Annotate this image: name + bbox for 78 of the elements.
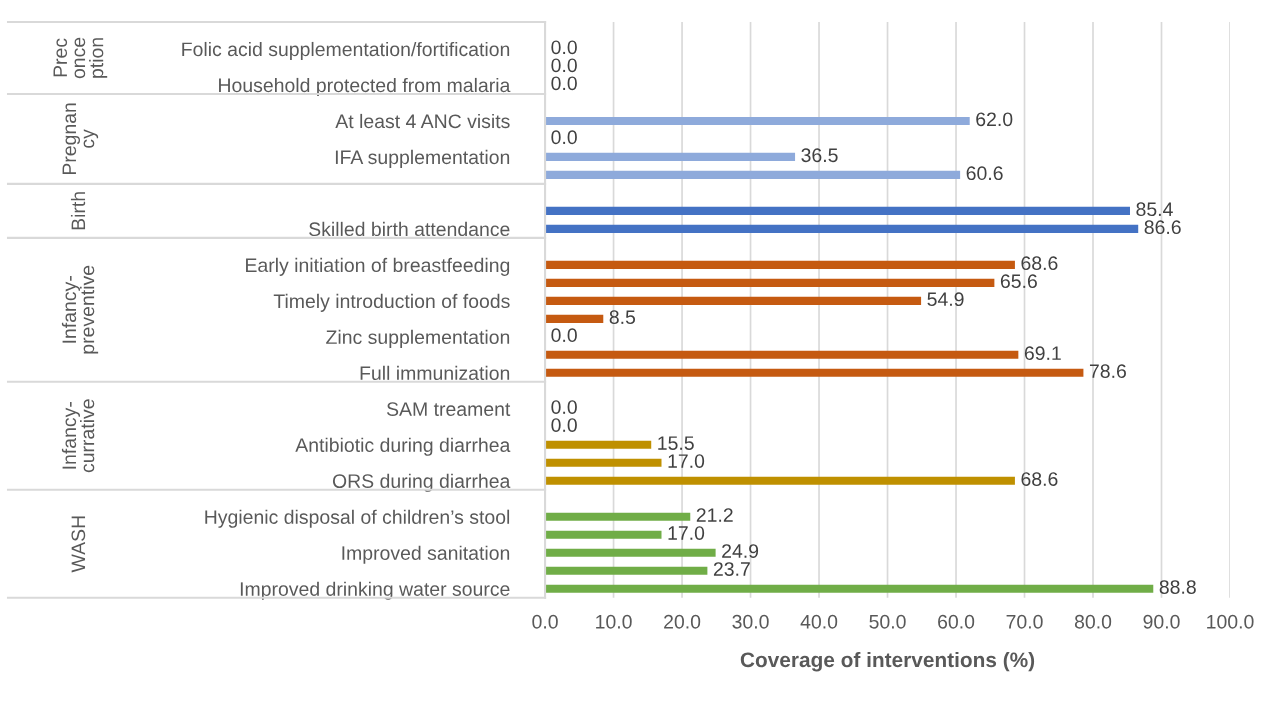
data-label: 0.0 (551, 40, 577, 55)
x-tick-label: 30.0 (732, 614, 769, 629)
data-label: 88.8 (1159, 580, 1196, 594)
data-label: 85.4 (1136, 202, 1173, 217)
x-tick-label: 70.0 (1006, 614, 1043, 629)
y-tick-label: Antibiotic during diarrhea (295, 437, 511, 456)
y-tick-label: Full immunization (360, 365, 510, 381)
bar (545, 350, 1019, 359)
bar (545, 296, 922, 305)
data-label: 24.9 (722, 544, 759, 558)
text: Birth (70, 192, 86, 230)
data-label: 17.0 (668, 526, 705, 540)
bar (545, 170, 961, 179)
data-label: 65.6 (1000, 274, 1037, 289)
x-tick-label: 10.0 (596, 614, 632, 629)
data-label: 17.0 (668, 454, 705, 468)
data-label: 15.5 (658, 436, 694, 450)
x-tick-label: 80.0 (1074, 614, 1112, 629)
bar (545, 368, 1084, 377)
x-tick-label: 100.0 (1207, 614, 1254, 629)
data-label: 0.0 (551, 58, 577, 73)
data-label: 62.0 (976, 112, 1013, 127)
data-label: 21.2 (696, 508, 733, 522)
data-label: 0.0 (551, 400, 577, 414)
bar (545, 584, 1154, 593)
bar (545, 512, 691, 521)
y-tick-label: Improved sanitation (342, 545, 510, 564)
y-tick-label: SAM treament (386, 402, 511, 417)
y-tick-label: Zinc supplementation (326, 329, 510, 348)
y-tick-label: At least 4 ANC visits (335, 113, 510, 129)
bar (545, 260, 1015, 269)
data-label: 69.1 (1024, 346, 1061, 361)
data-label: 0.0 (551, 76, 577, 91)
y-tick-label: Skilled birth attendance (309, 221, 510, 237)
y-tick-label: Timely introduction of foods (273, 293, 510, 312)
y-tick-label: Hygienic disposal of children’s stool (205, 509, 510, 528)
data-label: 78.6 (1089, 364, 1126, 379)
bar (545, 314, 604, 323)
bar (545, 530, 662, 539)
x-tick-label: 90.0 (1143, 614, 1180, 629)
y-tick-label: Early initiation of breastfeeding (246, 257, 510, 276)
bar (545, 224, 1139, 233)
data-label: 8.5 (609, 310, 636, 325)
data-label: 0.0 (551, 130, 577, 145)
y-tick-label: Household protected from malaria (219, 77, 511, 97)
bar (545, 476, 1015, 485)
data-label: 60.6 (966, 166, 1003, 181)
y-tick-label: ORS during diarrhea (332, 473, 511, 492)
y-tick-label: Folic acid supplementation/fortification (182, 41, 510, 61)
data-label: 68.6 (1021, 472, 1058, 486)
bar (545, 440, 652, 449)
bar (545, 152, 796, 161)
text: Prec once ption (53, 37, 108, 79)
x-tick-label: 50.0 (869, 614, 906, 629)
text: Infancy- preventive (61, 265, 99, 354)
bar (545, 116, 970, 125)
y-tick-label: IFA supplementation (335, 149, 510, 168)
bar (545, 548, 716, 557)
bar (545, 278, 995, 287)
text: WASH (71, 516, 86, 573)
data-label: 36.5 (801, 148, 838, 163)
data-label: 86.6 (1144, 220, 1181, 235)
data-label: 0.0 (551, 328, 577, 343)
x-axis-title: Coverage of interventions (%) (740, 651, 1035, 672)
bar (545, 566, 708, 575)
x-tick-label: 20.0 (664, 614, 701, 629)
data-label: 68.6 (1021, 256, 1058, 271)
data-label: 0.0 (551, 418, 577, 432)
text: Pregnan cy (62, 103, 99, 175)
text: Infancy- currative (61, 399, 95, 473)
y-tick-label: Improved drinking water source (240, 581, 510, 600)
x-tick-label: 60.0 (938, 614, 975, 629)
x-tick-label: 40.0 (800, 614, 838, 629)
bar (545, 206, 1130, 215)
data-label: 23.7 (713, 562, 750, 576)
x-tick-label: 0.0 (532, 614, 558, 629)
bar (545, 458, 662, 467)
data-label: 54.9 (927, 292, 964, 307)
